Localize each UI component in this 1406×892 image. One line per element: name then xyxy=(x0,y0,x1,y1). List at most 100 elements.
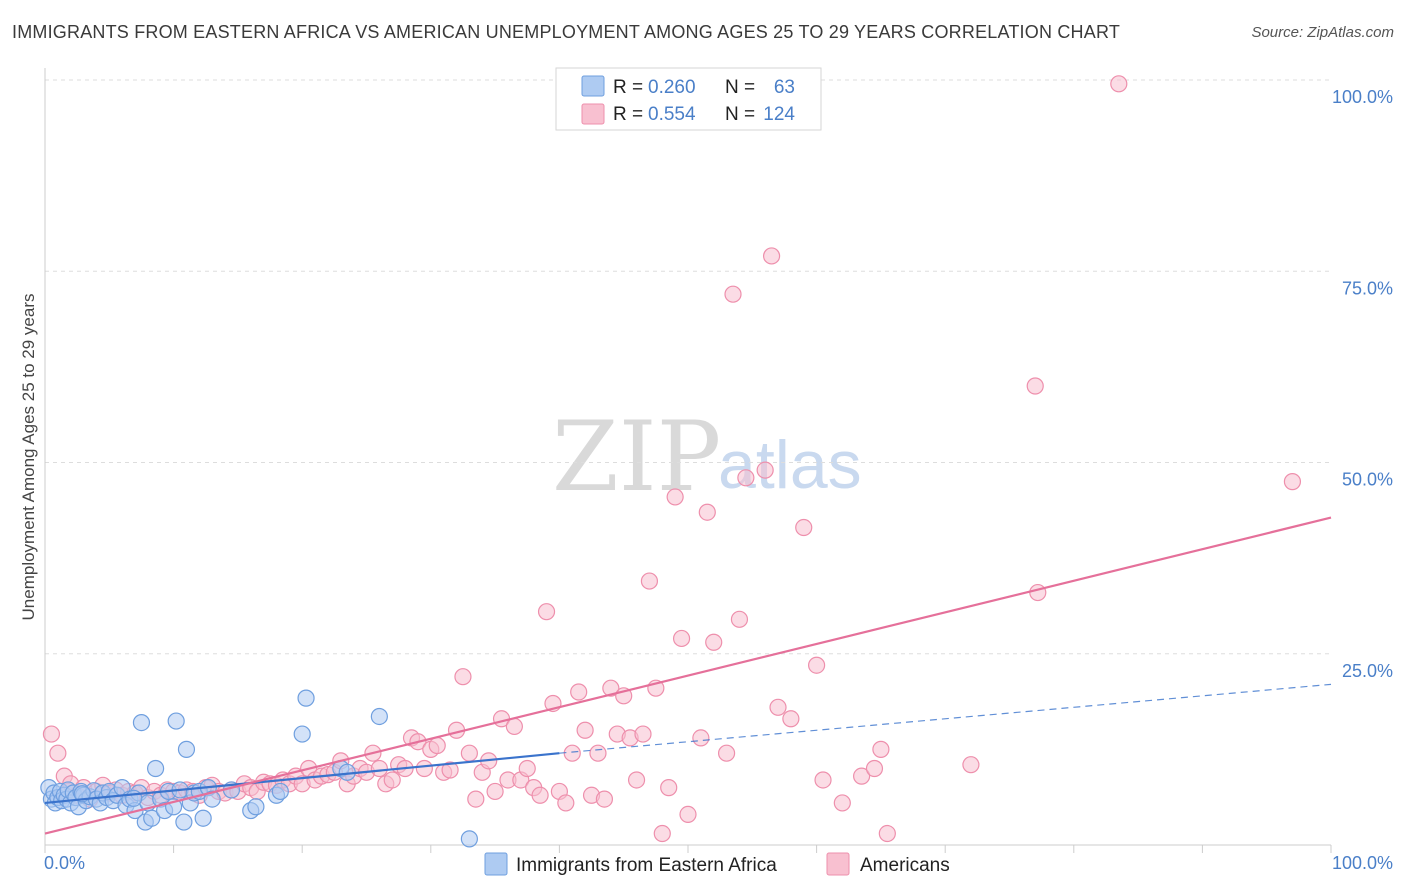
legend-n-label: N = xyxy=(725,77,755,98)
bottom-legend: Immigrants from Eastern Africa Americans xyxy=(484,852,950,876)
point-eastern-africa xyxy=(247,798,265,816)
x-tick-label: 0.0% xyxy=(44,853,85,873)
trend-line-eastern-africa xyxy=(44,752,560,805)
y-tick-label: 75.0% xyxy=(1342,278,1393,298)
watermark-atlas: atlas xyxy=(718,427,862,503)
axes xyxy=(44,68,1332,853)
trend-line-eastern-africa-extrapolated xyxy=(559,683,1332,754)
trend-line-americans xyxy=(44,516,1332,835)
y-tick-label: 100.0% xyxy=(1332,87,1393,107)
point-americans xyxy=(505,717,523,736)
point-americans xyxy=(467,790,485,808)
point-americans xyxy=(795,518,813,537)
point-eastern-africa xyxy=(132,713,151,732)
gridlines xyxy=(45,79,1331,655)
point-americans xyxy=(872,740,890,758)
point-americans xyxy=(756,461,774,479)
point-americans xyxy=(1283,473,1302,491)
point-americans xyxy=(807,656,826,674)
point-americans xyxy=(531,786,549,804)
point-eastern-africa xyxy=(167,712,185,730)
point-eastern-africa xyxy=(146,759,165,778)
legend-n-label: N = xyxy=(725,104,755,125)
point-americans xyxy=(660,779,678,797)
point-americans xyxy=(518,759,536,778)
point-americans xyxy=(537,603,556,621)
point-eastern-africa xyxy=(143,809,161,827)
point-americans xyxy=(782,710,800,728)
point-americans xyxy=(49,744,67,762)
point-eastern-africa xyxy=(203,790,221,808)
source-credit: Source: ZipAtlas.com xyxy=(1251,24,1394,41)
point-americans xyxy=(737,469,755,487)
y-tick-label: 25.0% xyxy=(1342,661,1393,681)
point-americans xyxy=(627,771,646,789)
point-americans xyxy=(415,759,433,778)
point-eastern-africa xyxy=(175,813,193,831)
chart-title: IMMIGRANTS FROM EASTERN AFRICA VS AMERIC… xyxy=(12,22,1121,42)
legend-swatch-eastern-africa xyxy=(581,75,605,97)
point-americans xyxy=(717,744,736,762)
bottom-legend-swatch-eastern-africa xyxy=(484,852,508,876)
point-americans xyxy=(441,761,459,779)
point-americans xyxy=(563,744,581,762)
point-americans xyxy=(557,794,575,812)
point-americans xyxy=(576,721,594,739)
legend-r-value-eastern-africa: 0.260 xyxy=(648,77,696,98)
legend-r-label: R = xyxy=(613,77,643,98)
point-eastern-africa xyxy=(177,740,196,758)
tick-labels: 25.0% 50.0% 75.0% 100.0% 0.0% 100.0% xyxy=(44,87,1393,873)
point-americans xyxy=(724,285,742,303)
point-americans xyxy=(460,744,478,762)
point-eastern-africa xyxy=(271,782,289,801)
point-americans xyxy=(833,794,851,812)
point-americans xyxy=(370,759,388,778)
point-americans xyxy=(705,633,723,651)
point-americans xyxy=(589,744,607,762)
point-americans xyxy=(42,725,61,743)
point-eastern-africa xyxy=(293,725,311,743)
point-americans xyxy=(769,698,787,716)
point-americans xyxy=(454,668,472,686)
point-americans xyxy=(634,725,652,743)
point-americans xyxy=(698,503,716,521)
point-americans xyxy=(428,736,446,755)
point-americans xyxy=(962,756,980,774)
point-americans xyxy=(666,488,684,506)
point-americans xyxy=(762,247,781,265)
point-eastern-africa xyxy=(73,785,91,803)
point-americans xyxy=(814,771,832,789)
point-americans xyxy=(595,790,614,808)
point-americans xyxy=(853,767,871,785)
trend-lines xyxy=(44,516,1332,835)
point-americans xyxy=(1029,583,1047,602)
point-americans xyxy=(570,683,588,701)
stats-legend: R = 0.260 N = 63 R = 0.554 N = 124 xyxy=(555,67,822,131)
point-eastern-africa xyxy=(194,809,212,827)
bottom-legend-label-americans: Americans xyxy=(860,855,950,876)
point-eastern-africa xyxy=(460,830,478,848)
legend-n-value-eastern-africa: 63 xyxy=(774,77,795,98)
point-americans xyxy=(878,824,896,843)
point-americans xyxy=(730,610,749,628)
point-americans xyxy=(679,805,697,824)
point-eastern-africa xyxy=(370,707,388,726)
legend-r-value-americans: 0.554 xyxy=(648,104,696,125)
bottom-legend-swatch-americans xyxy=(826,852,850,876)
point-americans xyxy=(486,782,504,801)
point-americans xyxy=(1026,377,1044,395)
point-americans xyxy=(602,679,620,697)
legend-swatch-americans xyxy=(581,103,605,125)
point-eastern-africa xyxy=(297,689,315,707)
point-americans xyxy=(383,771,401,789)
x-tick-label: 100.0% xyxy=(1332,853,1393,873)
point-americans xyxy=(1110,75,1128,93)
watermark-zip: ZIP xyxy=(552,401,721,513)
point-americans xyxy=(692,729,710,747)
y-axis-label: Unemployment Among Ages 25 to 29 years xyxy=(19,294,38,621)
point-americans xyxy=(640,572,659,590)
legend-n-value-americans: 124 xyxy=(763,104,795,125)
y-tick-label: 50.0% xyxy=(1342,470,1393,490)
bottom-legend-label-eastern-africa: Immigrants from Eastern Africa xyxy=(516,855,777,876)
